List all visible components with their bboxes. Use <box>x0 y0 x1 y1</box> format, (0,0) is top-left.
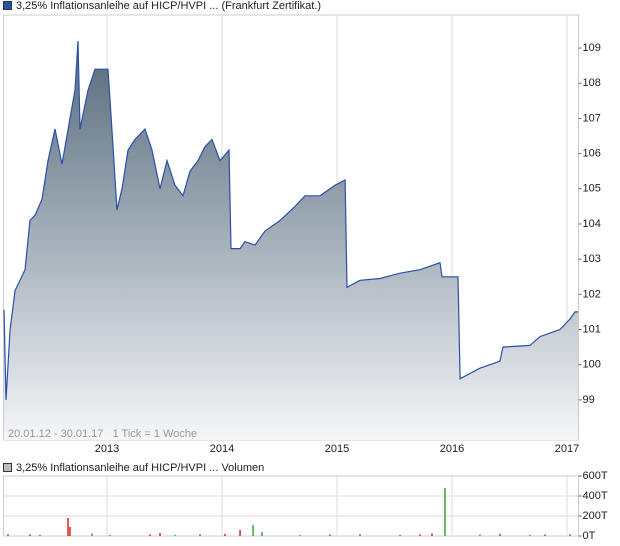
volume-bar <box>109 535 111 536</box>
volume-bar <box>224 534 226 536</box>
volume-bar <box>7 534 9 536</box>
volume-bar <box>329 534 331 536</box>
volume-bar <box>174 535 176 536</box>
y-tick-label: 0T <box>583 530 596 542</box>
area-fill <box>4 41 578 440</box>
x-tick-label: 2015 <box>325 443 349 455</box>
volume-bar <box>252 525 254 536</box>
volume-bar <box>419 534 421 536</box>
y-tick-label: 600T <box>583 470 608 482</box>
x-tick-label: 2013 <box>95 443 119 455</box>
y-tick-label: 106 <box>583 148 601 160</box>
volume-bar <box>399 535 401 536</box>
y-tick-label: 100 <box>583 359 601 371</box>
volume-bar <box>431 533 433 536</box>
volume-bar <box>544 534 546 536</box>
x-tick-label: 2017 <box>555 443 579 455</box>
volume-bar <box>529 535 531 536</box>
volume-bar <box>149 534 151 536</box>
volume-bar <box>159 533 161 536</box>
y-tick-label: 102 <box>583 288 601 300</box>
y-tick-label: 107 <box>583 112 601 124</box>
y-tick-label: 105 <box>583 183 601 195</box>
volume-bar <box>261 532 263 536</box>
legend-label: 3,25% Inflationsanleihe auf HICP/HVPI ..… <box>16 462 264 474</box>
annotation: 20.01.12 - 30.01.17 1 Tick = 1 Woche <box>8 428 197 440</box>
volume-bar <box>569 534 571 536</box>
plot-area <box>3 475 579 537</box>
x-tick-label: 2014 <box>210 443 234 455</box>
volume-bar <box>69 527 71 536</box>
volume-bar <box>29 534 31 536</box>
y-tick-label: 99 <box>583 394 595 406</box>
volume-bar <box>444 488 446 536</box>
x-tick-label: 2016 <box>440 443 464 455</box>
y-tick-label: 200T <box>583 510 608 522</box>
volume-bar <box>239 530 241 536</box>
y-tick-label: 103 <box>583 253 601 265</box>
price-line <box>3 40 578 400</box>
y-tick-label: 108 <box>583 77 601 89</box>
y-tick-label: 400T <box>583 490 608 502</box>
volume-bar <box>39 535 41 536</box>
volume-bar <box>479 534 481 536</box>
y-tick-label: 104 <box>583 218 601 230</box>
volume-bar <box>299 535 301 536</box>
y-tick-label: 109 <box>583 42 601 54</box>
volume-bar <box>359 534 361 536</box>
y-tick-label: 101 <box>583 323 601 335</box>
volume-bar <box>67 518 69 536</box>
legend-swatch <box>3 1 12 10</box>
legend-swatch <box>3 463 12 472</box>
volume-bar <box>199 534 201 536</box>
volume-bar <box>91 533 93 536</box>
volume-bar <box>499 534 501 536</box>
legend-label: 3,25% Inflationsanleihe auf HICP/HVPI ..… <box>16 0 321 12</box>
